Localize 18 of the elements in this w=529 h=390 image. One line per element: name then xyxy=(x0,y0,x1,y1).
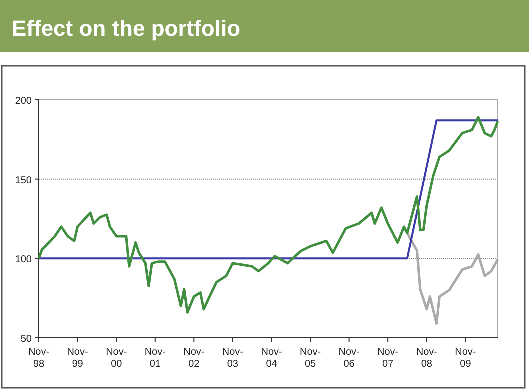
chart-title: Effect on the portfolio xyxy=(12,16,241,41)
line-series xyxy=(38,116,500,314)
x-tick-label: Nov-98 xyxy=(28,347,50,370)
x-tick-label: Nov-01 xyxy=(144,347,166,370)
x-tick-label: Nov-02 xyxy=(184,347,205,370)
x-tick-label: Nov-03 xyxy=(222,347,244,370)
x-tick-label: Nov-07 xyxy=(378,347,399,370)
x-tick-label: Nov-99 xyxy=(67,347,88,370)
y-tick-label: 50 xyxy=(20,334,32,345)
x-tick-label: Nov-06 xyxy=(338,347,360,370)
y-tick-label: 100 xyxy=(15,254,32,266)
x-tick-label: Nov-04 xyxy=(261,347,282,370)
y-tick-label: 200 xyxy=(15,96,32,107)
x-tick-label: Nov-08 xyxy=(416,347,438,370)
x-tick-label: Nov-05 xyxy=(300,347,322,370)
x-tick-label: Nov-09 xyxy=(455,347,476,370)
x-tick-label: Nov-00 xyxy=(106,347,128,370)
y-tick-label: 150 xyxy=(15,175,32,186)
